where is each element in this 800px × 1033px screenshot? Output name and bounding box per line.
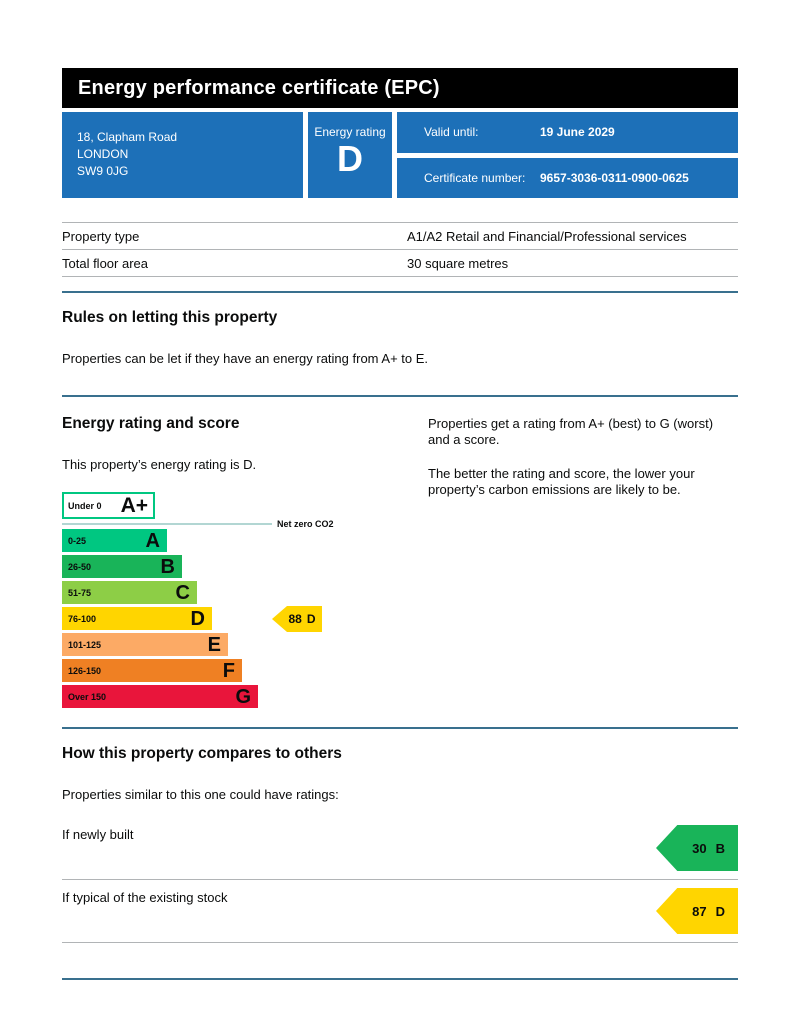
compare-intro-text: Properties similar to this one could hav…	[62, 787, 339, 802]
band-g: Over 150 G	[62, 685, 258, 708]
band-letter: E	[207, 633, 221, 656]
rating-section-left: Energy rating and score This property’s …	[62, 399, 428, 708]
certificate-number-row: Certificate number: 9657-3036-0311-0900-…	[397, 157, 738, 198]
certificate-number-label: Certificate number:	[424, 170, 526, 185]
valid-until-value: 19 June 2029	[540, 125, 615, 140]
band-letter: D	[190, 607, 205, 630]
floor-area-label: Total floor area	[62, 256, 148, 271]
rules-heading: Rules on letting this property	[62, 309, 278, 326]
table-row-property-type: Property type A1/A2 Retail and Financial…	[62, 223, 738, 250]
energy-rating-value: D	[337, 138, 363, 179]
band-range-label: 26-50	[68, 561, 92, 572]
band-letter: G	[235, 685, 251, 708]
band-range-label: 0-25	[68, 535, 87, 546]
band-a: 0-25 A	[62, 529, 167, 552]
property-address-box: 18, Clapham Road LONDON SW9 0JG	[62, 112, 303, 198]
band-letter: B	[160, 555, 175, 578]
compare-row-existing-stock: If typical of the existing stock 87 D	[62, 880, 738, 943]
summary-panel: 18, Clapham Road LONDON SW9 0JG Energy r…	[62, 112, 738, 198]
band-range-label: 101-125	[68, 639, 102, 650]
band-range-label: 51-75	[68, 587, 92, 598]
band-range-label: Over 150	[68, 691, 107, 702]
certificate-number-value: 9657-3036-0311-0900-0625	[540, 170, 689, 185]
section-divider	[62, 395, 738, 397]
property-score-pointer: 88 D	[272, 606, 322, 632]
compare-letter: B	[715, 840, 725, 856]
compare-score: 87	[692, 903, 707, 919]
section-divider	[62, 291, 738, 293]
compare-score: 30	[692, 840, 707, 856]
rating-explainer-2: The better the rating and score, the low…	[428, 466, 695, 497]
score-value: 88	[288, 612, 302, 626]
band-letter: A	[145, 529, 160, 552]
property-details-table: Property type A1/A2 Retail and Financial…	[62, 222, 738, 277]
net-zero-marker: Net zero CO2	[62, 519, 428, 529]
band-range-label: 76-100	[68, 613, 97, 624]
band-letter: A+	[120, 494, 148, 517]
property-type-value: A1/A2 Retail and Financial/Professional …	[407, 229, 687, 244]
epc-rating-chart: Under 0 A+ Net zero CO2 0-25 A 26-50 B	[62, 492, 428, 708]
page-content: Energy performance certificate (EPC) 18,…	[62, 0, 738, 980]
band-a-plus: Under 0 A+	[62, 492, 155, 519]
compare-row-newly-built: If newly built 30 B	[62, 817, 738, 880]
valid-until-row: Valid until: 19 June 2029	[397, 112, 738, 153]
band-letter: F	[222, 659, 235, 682]
compare-rating-arrow: 87 D	[656, 888, 738, 934]
certificate-title-bar: Energy performance certificate (EPC)	[62, 68, 738, 108]
band-range-label: Under 0	[68, 500, 102, 511]
validity-column: Valid until: 19 June 2029 Certificate nu…	[397, 112, 738, 198]
table-row-floor-area: Total floor area 30 square metres	[62, 250, 738, 277]
compare-heading: How this property compares to others	[62, 745, 342, 762]
rating-intro-text: This property’s energy rating is D.	[62, 457, 257, 472]
band-b: 26-50 B	[62, 555, 182, 578]
energy-rating-box: Energy rating D	[308, 112, 392, 198]
section-divider	[62, 978, 738, 980]
compare-letter: D	[715, 903, 725, 919]
band-letter: C	[175, 581, 190, 604]
net-zero-label: Net zero CO2	[277, 519, 334, 529]
section-divider	[62, 727, 738, 729]
compare-rating-arrow: 30 B	[656, 825, 738, 871]
net-zero-line	[62, 523, 272, 525]
compare-label: If newly built	[62, 827, 134, 842]
address-line-2: LONDON	[77, 147, 129, 161]
band-f: 126-150 F	[62, 659, 242, 682]
floor-area-value: 30 square metres	[407, 256, 509, 271]
valid-until-label: Valid until:	[424, 125, 479, 140]
property-type-label: Property type	[62, 229, 140, 244]
score-letter: D	[306, 612, 316, 626]
band-range-label: 126-150	[68, 665, 102, 676]
rating-section-right: Properties get a rating from A+ (best) t…	[428, 399, 738, 708]
compare-rows: If newly built 30 B If typical of the ex…	[62, 817, 738, 943]
address-line-3: SW9 0JG	[77, 164, 129, 178]
rating-heading: Energy rating and score	[62, 415, 240, 432]
address-line-1: 18, Clapham Road	[77, 130, 178, 144]
band-d: 76-100 D	[62, 607, 212, 630]
energy-rating-section: Energy rating and score This property’s …	[62, 399, 738, 708]
rules-body-text: Properties can be let if they have an en…	[62, 351, 429, 366]
rating-explainer-1: Properties get a rating from A+ (best) t…	[428, 416, 714, 447]
band-c: 51-75 C	[62, 581, 197, 604]
page-title: Energy performance certificate (EPC)	[78, 76, 440, 99]
energy-rating-label: Energy rating	[314, 125, 386, 139]
band-e: 101-125 E	[62, 633, 228, 656]
compare-label: If typical of the existing stock	[62, 890, 228, 905]
